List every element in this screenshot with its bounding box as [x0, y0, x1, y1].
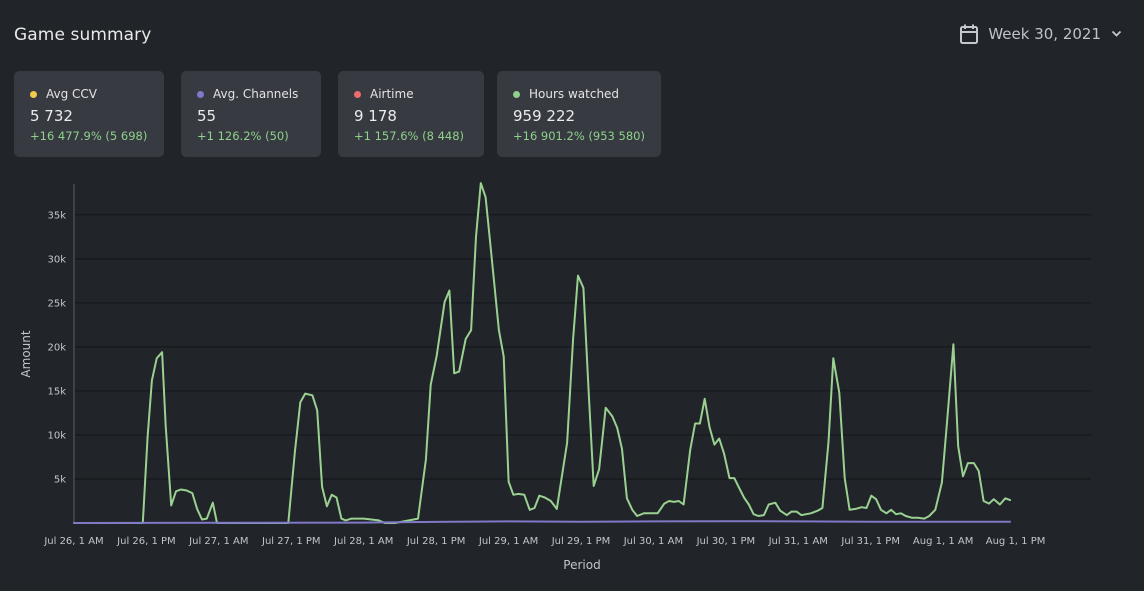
stat-change: +1 126.2% (50) — [197, 129, 289, 143]
y-tick-label: 35k — [47, 210, 66, 221]
x-tick-label: Jul 26, 1 AM — [43, 536, 103, 547]
x-tick-label: Jul 29, 1 AM — [478, 536, 538, 547]
stat-card-avg-channels: Avg. Channels 55 +1 126.2% (50) — [181, 71, 321, 157]
x-tick-label: Aug 1, 1 PM — [986, 536, 1046, 547]
x-tick-label: Jul 28, 1 PM — [406, 536, 466, 547]
series-line-purple — [73, 520, 1012, 524]
stat-change: +1 157.6% (8 448) — [354, 129, 465, 143]
legend-dot — [197, 90, 204, 98]
stat-label: Avg CCV — [46, 87, 98, 101]
stat-value: 9 178 — [354, 107, 397, 125]
y-axis-title: Amount — [19, 330, 33, 377]
y-tick-label: 15k — [47, 386, 66, 397]
x-tick-label: Aug 1, 1 AM — [913, 536, 973, 547]
series-line-green — [73, 182, 1012, 524]
stat-label: Avg. Channels — [213, 87, 299, 101]
x-tick-label: Jul 29, 1 PM — [551, 536, 611, 547]
x-tick-label: Jul 30, 1 PM — [696, 536, 756, 547]
stat-label: Hours watched — [529, 87, 620, 101]
legend-dot — [354, 90, 361, 98]
line-chart: 5k 10k 15k 20k 25k 30k 35k Jul 26, 1 AM Jul 26, … — [19, 182, 1091, 572]
x-tick-label: Jul 27, 1 PM — [261, 536, 321, 547]
y-tick-label: 10k — [47, 430, 66, 441]
legend-dot — [30, 90, 37, 98]
y-tick-label: 5k — [54, 474, 66, 485]
week-picker[interactable]: Week 30, 2021 — [960, 24, 1122, 44]
x-tick-label: Jul 28, 1 AM — [333, 536, 393, 547]
stat-value: 959 222 — [513, 107, 576, 125]
y-tick-label: 25k — [47, 298, 66, 309]
x-axis-title: Period — [563, 558, 600, 572]
x-tick-label: Jul 31, 1 PM — [840, 536, 900, 547]
y-tick-label: 30k — [47, 254, 66, 265]
x-tick-label: Jul 30, 1 AM — [623, 536, 683, 547]
stat-label: Airtime — [370, 87, 414, 101]
x-tick-label: Jul 27, 1 AM — [188, 536, 248, 547]
week-label: Week 30, 2021 — [988, 25, 1101, 43]
calendar-icon — [960, 24, 979, 44]
y-tick-label: 20k — [47, 342, 66, 353]
page-title: Game summary — [14, 25, 152, 45]
stat-change: +16 477.9% (5 698) — [30, 129, 148, 143]
stat-value: 55 — [197, 107, 217, 125]
x-tick-label: Jul 26, 1 PM — [116, 536, 176, 547]
chevron-down-icon — [1111, 30, 1122, 37]
stat-card-hours-watched: Hours watched 959 222 +16 901.2% (953 58… — [497, 71, 661, 157]
stat-card-airtime: Airtime 9 178 +1 157.6% (8 448) — [338, 71, 484, 157]
stat-change: +16 901.2% (953 580) — [513, 129, 645, 143]
legend-dot — [513, 90, 520, 98]
x-tick-label: Jul 31, 1 AM — [768, 536, 828, 547]
stat-value: 5 732 — [30, 107, 73, 125]
stat-card-avg-ccv: Avg CCV 5 732 +16 477.9% (5 698) — [14, 71, 164, 157]
